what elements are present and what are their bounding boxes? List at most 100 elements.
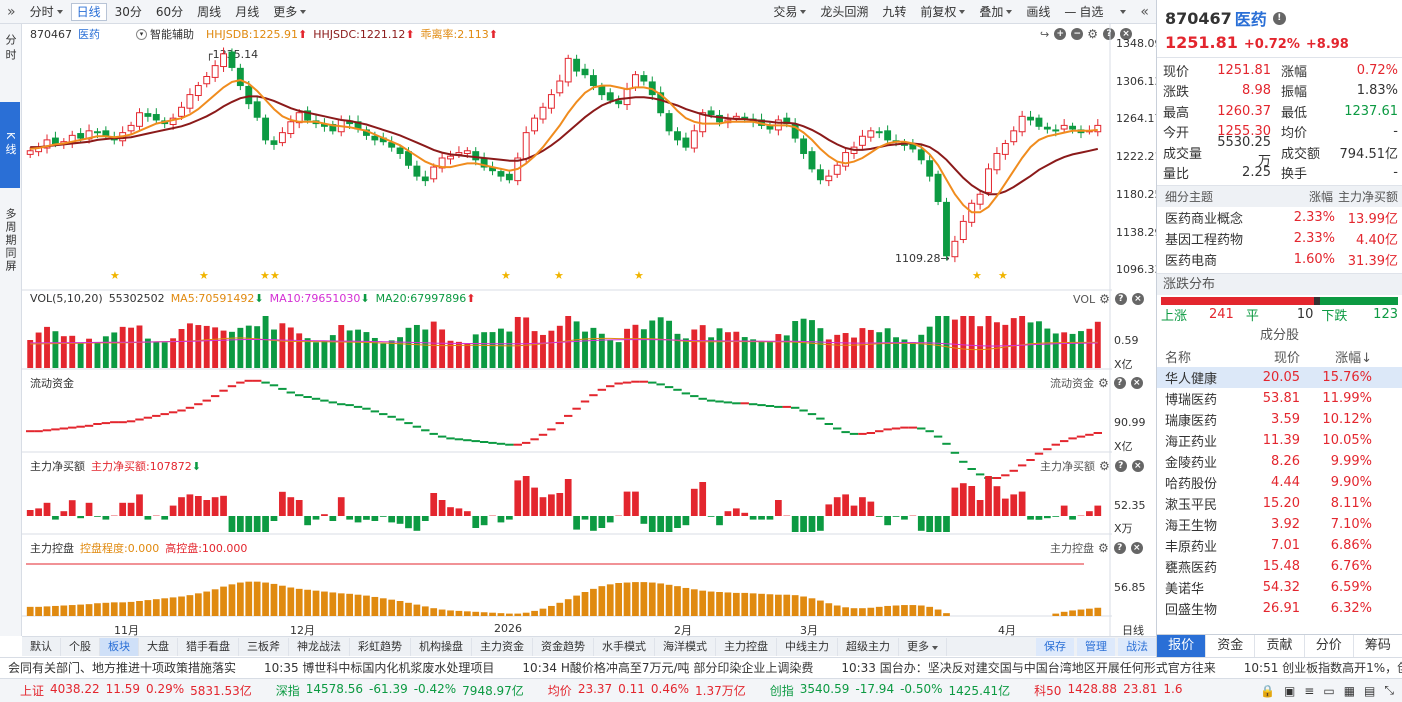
constituent-row[interactable]: 美诺华 54.32 6.59% (1157, 577, 1402, 598)
tab-main-fund[interactable]: 主力资金 (472, 637, 533, 656)
tab-institution[interactable]: 机构操盘 (411, 637, 472, 656)
gear-icon[interactable]: ⚙ (1098, 541, 1109, 555)
adjust-button[interactable]: 前复权 (914, 3, 971, 21)
constituent-row[interactable]: 瑞康医药 3.59 10.12% (1157, 409, 1402, 430)
index-k50[interactable]: 科50 1428.88 23.81 1.6 (1034, 682, 1188, 699)
period-30min[interactable]: 30分 (114, 4, 142, 19)
tab-hunter[interactable]: 猎手看盘 (178, 637, 239, 656)
period-weekly[interactable]: 周线 (197, 4, 222, 19)
constituent-row[interactable]: 甕燕医药 15.48 6.76% (1157, 556, 1402, 577)
period-60min[interactable]: 60分 (155, 4, 184, 19)
constituent-row[interactable]: 哈药股份 4.44 9.90% (1157, 472, 1402, 493)
help-icon[interactable]: ? (1114, 460, 1127, 472)
gear-icon[interactable]: ⚙ (1087, 27, 1098, 41)
image-icon[interactable]: ▤ (1364, 683, 1376, 698)
tab-contribution[interactable]: 贡献 (1255, 635, 1305, 657)
nine-turn-button[interactable]: 九转 (882, 4, 907, 19)
tab-price-volume[interactable]: 分价 (1305, 635, 1354, 657)
tab-default[interactable]: 默认 (22, 637, 61, 656)
tab-sailor[interactable]: 水手模式 (594, 637, 655, 656)
draw-line-button[interactable]: 画线 (1026, 4, 1051, 19)
constituent-row[interactable]: 海王生物 3.92 7.10% (1157, 514, 1402, 535)
assist-toggle[interactable]: ▾ 智能辅助 (136, 26, 200, 42)
help-icon[interactable]: ? (1114, 293, 1127, 305)
constituent-row[interactable]: 华人健康 20.05 15.76% (1157, 367, 1402, 388)
period-daily[interactable]: 日线 (70, 2, 107, 21)
tab-ocean[interactable]: 海洋模式 (655, 637, 716, 656)
index-sh[interactable]: 上证 4038.22 11.59 0.29% 5831.53亿 (20, 682, 258, 699)
left-tab-multi[interactable]: 多周期同屏 (0, 188, 20, 282)
news-item[interactable]: 会同有关部门、地方推进十项政策措施落实 (8, 661, 237, 675)
expand-icon[interactable]: « (1140, 3, 1149, 20)
constituent-row[interactable]: 金陵药业 8.26 9.99% (1157, 451, 1402, 472)
tab-chips[interactable]: 筹码 (1354, 635, 1402, 657)
theme-row[interactable]: 基因工程药物 2.33% 4.40亿 (1157, 228, 1402, 249)
constituent-row[interactable]: 回盛生物 26.91 6.32% (1157, 598, 1402, 619)
kline-chart[interactable] (22, 24, 1112, 636)
tab-rainbow[interactable]: 彩虹趋势 (350, 637, 411, 656)
news-item[interactable]: 10:51 创业板指数高开1%，创近10 (1243, 661, 1402, 675)
index-avg[interactable]: 均价 23.37 0.11 0.46% 1.37万亿 (548, 682, 752, 699)
lock-icon[interactable]: 🔒 (1260, 683, 1275, 698)
tab-mid-main[interactable]: 中线主力 (777, 637, 838, 656)
stock-name[interactable]: 医药 (1234, 10, 1267, 29)
constituent-row[interactable]: 漱玉平民 15.20 8.11% (1157, 493, 1402, 514)
watchlist-button[interactable]: — 自选 (1058, 3, 1109, 21)
theme-row[interactable]: 医药商业概念 2.33% 13.99亿 (1157, 207, 1402, 228)
zoom-in-icon[interactable]: + (1054, 28, 1067, 40)
tab-super-main[interactable]: 超级主力 (838, 637, 899, 656)
period-monthly[interactable]: 月线 (235, 4, 260, 19)
gear-icon[interactable]: ⚙ (1099, 459, 1110, 473)
list-icon[interactable]: ≡ (1304, 683, 1315, 698)
help-icon[interactable]: ? (1113, 377, 1126, 389)
close-icon[interactable]: × (1130, 377, 1143, 389)
const-header-pct[interactable]: 涨幅↓ (1335, 351, 1372, 366)
theme-row[interactable]: 医药电商 1.60% 31.39亿 (1157, 249, 1402, 270)
save-button[interactable]: 保存 (1036, 637, 1074, 656)
index-sz[interactable]: 深指 14578.56 -61.39 -0.42% 7948.97亿 (276, 682, 530, 699)
info-icon[interactable]: ! (1272, 11, 1286, 25)
window-icon[interactable]: ▣ (1283, 683, 1296, 698)
period-more[interactable]: 更多 (267, 3, 312, 21)
gear-icon[interactable]: ⚙ (1099, 292, 1110, 306)
constituent-row[interactable]: 丰原药业 7.01 6.86% (1157, 535, 1402, 556)
collapse-icon[interactable]: » (7, 3, 16, 20)
left-tab-minute[interactable]: 分时 (0, 24, 20, 102)
tab-fund[interactable]: 资金 (1206, 635, 1256, 657)
news-item[interactable]: 10:35 博世科中标国内化机浆废水处理项目 (264, 661, 495, 675)
tab-quote[interactable]: 报价 (1157, 635, 1207, 657)
tab-sector[interactable]: 板块 (100, 637, 139, 656)
manage-button[interactable]: 管理 (1077, 637, 1115, 656)
news-item[interactable]: 10:34 H酸价格冲高至7万元/吨 部分印染企业上调染费 (522, 661, 814, 675)
trade-button[interactable]: 交易 (767, 3, 812, 21)
news-item[interactable]: 10:33 国台办：坚决反对建交国与中国台湾地区开展任何形式官方往来 (841, 661, 1216, 675)
close-icon[interactable]: × (1131, 460, 1144, 472)
tab-stock[interactable]: 个股 (61, 637, 100, 656)
help-icon[interactable]: ? (1102, 28, 1115, 40)
constituent-row[interactable]: 博瑞医药 53.81 11.99% (1157, 388, 1402, 409)
constituent-row[interactable]: 海正药业 11.39 10.05% (1157, 430, 1402, 451)
help-icon[interactable]: ? (1113, 542, 1126, 554)
screen-icon[interactable]: ▭ (1323, 683, 1335, 698)
period-minute[interactable]: 分时 (24, 3, 69, 21)
close-icon[interactable]: × (1119, 28, 1132, 40)
strategy-button[interactable]: 战法 (1118, 637, 1156, 656)
tab-three-axe[interactable]: 三板斧 (239, 637, 289, 656)
close-icon[interactable]: × (1130, 542, 1143, 554)
tab-fund-trend[interactable]: 资金趋势 (533, 637, 594, 656)
tab-dragon[interactable]: 神龙战法 (289, 637, 350, 656)
refresh-icon[interactable]: ↪ (1040, 27, 1050, 41)
tab-more[interactable]: 更多 (899, 637, 947, 656)
chart-icon[interactable]: ▦ (1343, 683, 1356, 698)
dropdown-button[interactable] (1111, 3, 1132, 21)
tab-market[interactable]: 大盘 (139, 637, 178, 656)
left-tab-kline[interactable]: K线 (0, 102, 20, 188)
close-icon[interactable]: × (1131, 293, 1144, 305)
overlay-button[interactable]: 叠加 (973, 3, 1018, 21)
resize-icon[interactable]: ⤡ (1384, 683, 1394, 697)
index-cy[interactable]: 创指 3540.59 -17.94 -0.50% 1425.41亿 (770, 682, 1016, 699)
gear-icon[interactable]: ⚙ (1098, 376, 1109, 390)
tab-main-control[interactable]: 主力控盘 (716, 637, 777, 656)
zoom-out-icon[interactable]: − (1071, 28, 1084, 40)
leader-review-button[interactable]: 龙头回溯 (820, 4, 869, 19)
